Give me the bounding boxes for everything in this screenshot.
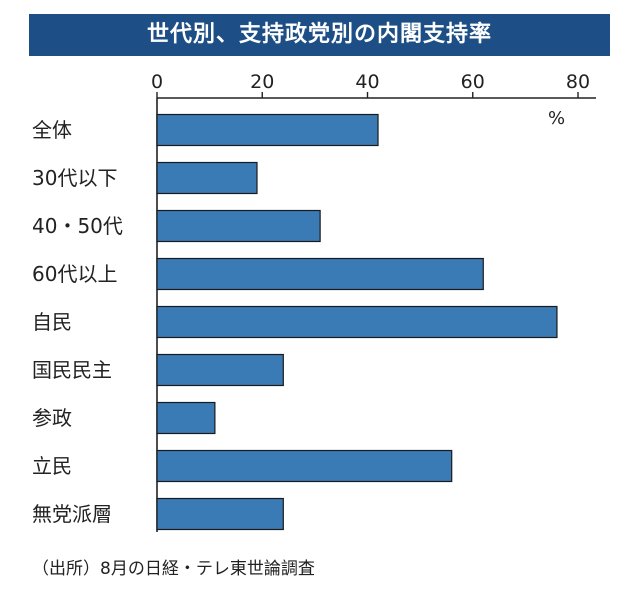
- x-tick-label: 20: [250, 71, 274, 93]
- bar: [156, 209, 321, 243]
- bar: [156, 449, 453, 483]
- category-label: 60代以上: [32, 262, 117, 286]
- chart-title: 世代別、支持政党別の内閣支持率: [146, 22, 492, 47]
- bars: [156, 113, 558, 531]
- x-tick-label: 40: [355, 71, 379, 93]
- category-label: 自民: [32, 310, 72, 334]
- source-note: （出所）8月の日経・テレ東世論調査: [32, 559, 315, 579]
- x-axis-ticks: 0 20 40 60 80: [151, 71, 596, 532]
- x-tick-label: 0: [151, 71, 163, 93]
- bar: [156, 353, 284, 387]
- category-label: 無党派層: [32, 502, 112, 526]
- category-label: 参政: [32, 406, 72, 430]
- x-tick-label: 80: [566, 71, 590, 93]
- bar: [156, 497, 284, 531]
- category-label: 国民民主: [32, 358, 112, 382]
- bar: [156, 305, 558, 339]
- bar: [156, 161, 258, 195]
- category-label: 30代以下: [32, 166, 117, 190]
- bar: [156, 257, 484, 291]
- title-bar: 世代別、支持政党別の内閣支持率: [29, 14, 610, 56]
- category-label: 40・50代: [32, 214, 123, 238]
- bar: [156, 113, 379, 147]
- x-tick-label: 60: [461, 71, 485, 93]
- unit-label: %: [548, 108, 565, 129]
- category-label: 立民: [32, 454, 72, 478]
- category-label: 全体: [32, 118, 72, 142]
- bar: [156, 401, 216, 435]
